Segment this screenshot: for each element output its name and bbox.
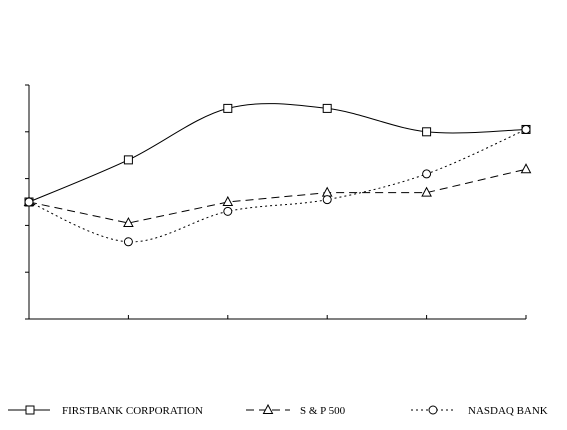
data-point [422,127,432,137]
data-point [223,206,233,216]
legend-entry: S & P 500 [246,403,346,417]
series-square [24,103,531,207]
data-point [222,195,234,206]
legend-label: S & P 500 [300,405,346,417]
legend: FIRSTBANK CORPORATION S & P 500 NASDAQ BAN… [8,403,548,417]
legend-label: NASDAQ BANK [468,405,548,417]
data-point [321,186,333,197]
series-line [28,168,527,224]
data-point [123,237,133,247]
data-point [223,103,233,113]
legend-marker [428,405,438,415]
data-point [322,195,332,205]
legend-label: FIRSTBANK CORPORATION [62,405,203,417]
data-point [24,197,34,207]
data-point [521,124,531,134]
series-line [28,103,527,203]
legend-entry: NASDAQ BANK [411,405,548,417]
data-point [123,155,133,165]
legend-entry: FIRSTBANK CORPORATION [8,405,203,417]
series-line [28,129,527,243]
legend-marker [262,403,274,414]
data-point [421,186,432,197]
data-point [520,163,532,174]
data-point [422,169,432,179]
legend-marker [25,405,35,415]
series-triangle [23,163,532,228]
data-point [322,103,332,113]
plot-area [23,103,532,247]
data-point [123,216,134,228]
chart-axes [25,84,527,320]
series-circle [24,124,531,247]
